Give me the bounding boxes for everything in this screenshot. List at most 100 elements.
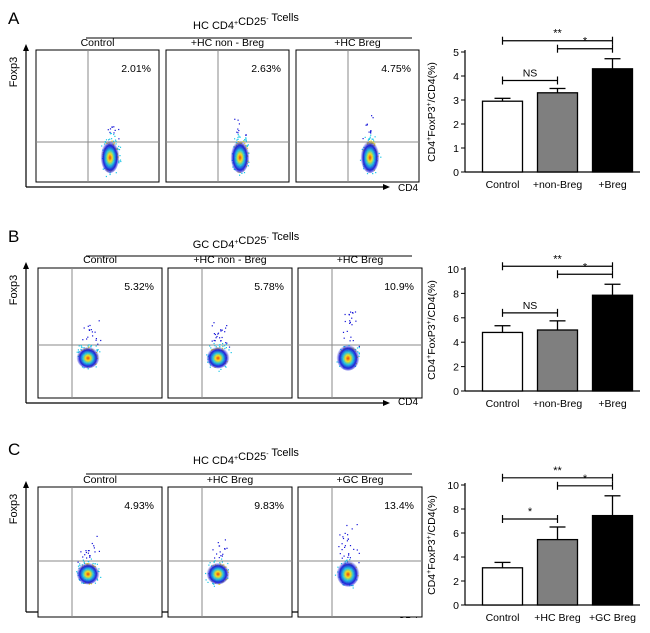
flow-plot-frame [165,49,290,183]
flow-plot-frame [297,486,423,618]
quadrant-percent: 9.83% [254,500,284,512]
significance-label: * [583,473,588,485]
flow-plot: +HC Breg 9.83% [167,474,293,618]
quadrant-percent: 5.78% [254,281,284,293]
x-marker-label: CD4 [398,183,418,194]
category-label: +HC Breg [534,612,581,624]
significance-label: NS [523,67,538,79]
y-axis-arrowhead [23,262,29,269]
density-core [206,345,230,369]
y-axis-label: CD4+FoxP3+/CD4(%) [426,62,438,162]
y-axis-label: CD4+FoxP3+/CD4(%) [426,280,438,380]
category-label: +non-Breg [533,179,582,191]
sample-label: +HC Breg [334,37,381,49]
significance-label: ** [553,253,562,265]
flow-plot-frame [37,267,163,399]
sample-label: +GC Breg [337,474,384,486]
y-tick-label: 3 [453,95,459,107]
x-marker-label: CD4 [398,397,418,408]
sample-label: Control [83,474,117,486]
bar [591,514,634,606]
y-tick-label: 6 [453,313,459,325]
sample-label: +HC non - Breg [193,254,266,266]
bar-chart: 0 2 4 6 8 10 CD4+FoxP3+/CD4(%) Control +HC Breg +… [426,465,640,624]
y-marker-label: Foxp3 [8,275,20,306]
significance-bracket: ** [501,28,614,45]
y-tick-label: 4 [453,337,459,349]
flow-plot: +HC Breg 10.9% [297,254,423,399]
panel-letter: A [8,9,20,28]
flow-plot: +HC non - Breg 2.63% [165,37,290,183]
flow-plot: +HC Breg 4.75% [295,37,420,183]
significance-label: * [583,36,588,48]
y-marker-label: Foxp3 [8,57,20,88]
bar [536,538,579,606]
quadrant-percent: 4.93% [124,500,154,512]
y-tick-label: 10 [447,480,459,492]
bar-chart: 0 2 4 6 8 10 CD4+FoxP3+/CD4(%) Control +non-Breg… [426,253,640,410]
x-axis-arrowhead [383,400,390,406]
significance-bracket: * [556,36,614,53]
y-axis-arrowhead [23,481,29,488]
flow-plot: +GC Breg 13.4% [297,474,423,618]
sample-label: +HC Breg [207,474,254,486]
panel-title: HC CD4+CD25- Tcells [193,447,299,467]
panel-letter: C [8,440,20,459]
significance-bracket: * [556,261,614,279]
quadrant-percent: 13.4% [384,500,414,512]
density-core [360,138,380,174]
category-label: +GC Breg [589,612,636,624]
flow-plot: Control 2.01% [35,37,160,183]
significance-label: NS [523,300,538,312]
sample-label: +HC non - Breg [191,37,264,49]
quadrant-percent: 4.75% [381,63,411,75]
density-core [76,561,100,585]
category-label: +non-Breg [533,398,582,410]
sample-label: Control [81,37,115,49]
significance-bracket: NS [501,67,559,85]
density-core [76,345,100,369]
category-label: +Breg [598,398,626,410]
x-axis-arrowhead [383,184,390,190]
bar-chart: 0 1 2 3 4 5 CD4+FoxP3+/CD4(%) Control +non-Breg +… [426,28,640,191]
flow-plot-frame [167,267,293,399]
flow-plot-frame [297,267,423,399]
y-tick-label: 4 [453,552,459,564]
flow-plot: +HC non - Breg 5.78% [167,254,293,399]
y-tick-label: 2 [453,362,459,374]
significance-bracket: * [501,506,559,523]
panel-a: A HC CD4+CD25- Tcells Foxp3 CD4 Control 2.01%… [8,9,640,194]
y-tick-label: 0 [453,167,459,179]
density-core [336,559,360,587]
quadrant-percent: 5.32% [124,281,154,293]
bar [536,329,579,392]
bar [481,100,524,173]
y-tick-label: 10 [447,264,459,276]
category-label: Control [486,612,520,624]
density-core [230,138,250,174]
significance-label: ** [553,28,562,40]
significance-bracket: NS [501,300,559,317]
flow-plot: Control 5.32% [37,254,163,399]
bar [481,331,524,392]
quadrant-percent: 2.01% [121,63,151,75]
flow-plot-frame [295,49,420,183]
y-tick-label: 0 [453,600,459,612]
flow-plot: Control 4.93% [37,474,163,618]
category-label: Control [486,179,520,191]
category-label: Control [486,398,520,410]
quadrant-percent: 10.9% [384,281,414,293]
panel-title: GC CD4+CD25- Tcells [193,231,300,251]
y-axis-label: CD4+FoxP3+/CD4(%) [426,495,438,595]
sample-label: +HC Breg [337,254,384,266]
y-tick-label: 6 [453,528,459,540]
y-axis-arrowhead [23,44,29,51]
y-tick-label: 4 [453,71,459,83]
y-tick-label: 5 [453,47,459,59]
category-label: +Breg [598,179,626,191]
y-tick-label: 1 [453,143,459,155]
quadrant-percent: 2.63% [251,63,281,75]
y-marker-label: Foxp3 [8,494,20,525]
y-tick-label: 0 [453,386,459,398]
significance-bracket: * [556,473,614,490]
